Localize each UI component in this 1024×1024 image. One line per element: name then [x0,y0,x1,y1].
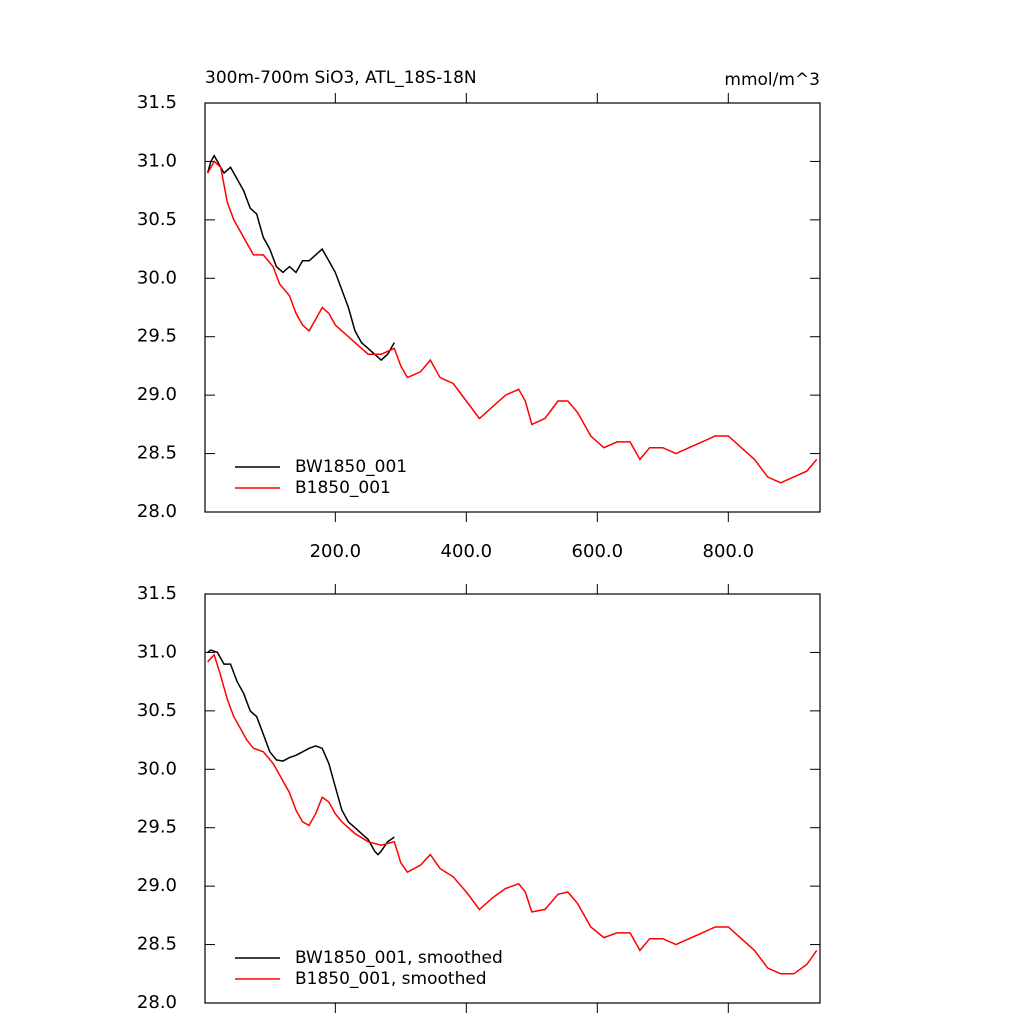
y-tick-label: 30.5 [137,700,177,721]
y-tick-label: 29.0 [137,875,177,896]
x-tick-label: 600.0 [572,541,624,562]
data-line [206,160,818,484]
x-tick-label: 200.0 [310,541,362,562]
y-tick-label: 28.0 [137,992,177,1013]
y-tick-label: 31.5 [137,583,177,604]
data-line [206,154,395,362]
legend-label: BW1850_001 [295,457,407,477]
chart-title: 300m-700m SiO3, ATL_18S-18N [205,68,477,88]
y-tick-label: 30.5 [137,209,177,230]
y-tick-label: 30.0 [137,758,177,779]
y-tick-label: 28.5 [137,934,177,955]
data-line [207,653,818,975]
plot-frame [204,102,821,513]
y-tick-label: 29.5 [137,817,177,838]
x-tick-label: 800.0 [703,541,755,562]
legend-label: B1850_001 [295,478,391,498]
y-tick-label: 29.5 [137,326,177,347]
y-tick-label: 31.0 [137,641,177,662]
y-tick-label: 29.0 [137,384,177,405]
units-label: mmol/m^3 [724,70,820,90]
data-line [207,649,395,856]
y-tick-label: 30.0 [137,267,177,288]
y-tick-label: 31.0 [137,150,177,171]
legend-label: BW1850_001, smoothed [295,948,503,968]
legend-label: B1850_001, smoothed [295,969,487,989]
plot-frame [204,593,821,1004]
y-tick-label: 31.5 [137,92,177,113]
x-tick-label: 400.0 [441,541,493,562]
y-tick-label: 28.5 [137,443,177,464]
y-tick-label: 28.0 [137,501,177,522]
